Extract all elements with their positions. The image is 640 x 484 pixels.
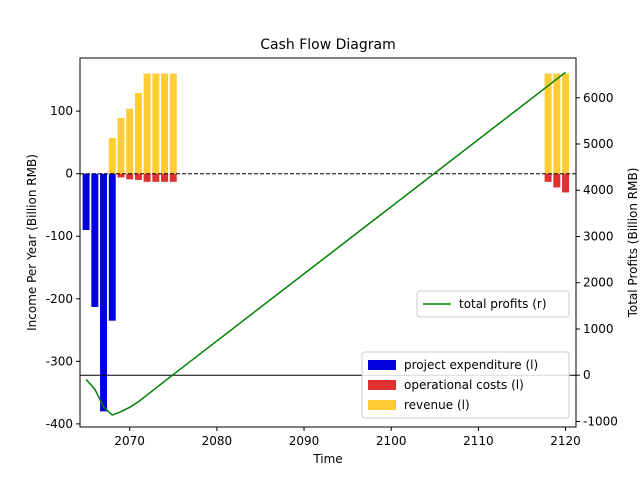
bar-2-5 [152,73,160,174]
x-tick-label-4: 2110 [463,434,494,448]
bar-1-0 [117,173,125,178]
legend-box-0 [416,290,570,318]
x-tick-label-0: 2070 [114,434,145,448]
legend-swatch-1-2 [368,400,396,410]
series-line-3 [85,71,566,416]
bar-2-3 [134,93,142,174]
y2-tick-label-0: -1000 [583,414,618,428]
bars-layer [82,73,570,412]
bar-0-3 [108,173,116,321]
y-tick-label-1: -300 [46,354,73,368]
bar-2-9 [553,73,561,174]
bar-1-1 [126,173,134,180]
y2-tick-label-5: 4000 [583,183,614,197]
y2-tick-label-7: 6000 [583,91,614,105]
x-tick-label-3: 2100 [376,434,407,448]
legend-entry-0-0: total profits (r) [459,297,547,311]
bar-2-7 [169,73,177,174]
bar-1-7 [544,173,552,182]
bar-2-1 [117,118,125,174]
axes-layer [79,57,577,428]
y-tick-label-4: 0 [65,167,73,181]
y2-tick-label-1: 0 [583,368,591,382]
y-tick-label-2: -200 [46,292,73,306]
x-tick-label-5: 2120 [550,434,581,448]
y-tick-label-3: -100 [46,229,73,243]
bar-1-4 [152,173,160,182]
y2-tick-label-3: 2000 [583,276,614,290]
bar-1-9 [562,173,570,193]
y-tick-label-0: -400 [46,417,73,431]
legend-entry-1-0: project expenditure (l) [404,358,538,372]
x-tick-label-2: 2090 [289,434,320,448]
ticks-layer: 2070 2080 2090 2100 2110 2120 -400 -300 -200 -100… [46,91,618,448]
bar-1-5 [161,173,169,182]
bar-2-8 [544,73,552,174]
bar-2-10 [562,73,570,174]
x-tick-label-1: 2080 [202,434,233,448]
bar-2-2 [126,108,134,174]
y-axis-label: Income Per Year (Billion RMB) [25,154,39,331]
bar-0-0 [82,173,90,230]
chart-title: Cash Flow Diagram [260,37,396,53]
bar-2-6 [161,73,169,174]
legend-box-1 [361,351,570,419]
bar-2-4 [143,73,151,174]
y2-tick-label-6: 5000 [583,137,614,151]
bar-1-2 [134,173,142,180]
y-tick-label-5: 100 [50,104,73,118]
x-axis-label: Time [312,452,342,466]
legend-swatch-1-1 [368,380,396,390]
legend-entry-1-2: revenue (l) [404,398,470,412]
legend-entry-1-1: operational costs (l) [404,378,524,392]
legends-layer: total profits (r) project expenditure (l)… [361,290,570,419]
y2-tick-label-2: 1000 [583,322,614,336]
plot-frame [79,57,577,428]
y2-axis-label: Total Profits (Billion RMB) [626,168,640,319]
bar-1-3 [143,173,151,182]
y2-tick-label-4: 3000 [583,229,614,243]
bar-0-1 [91,173,99,307]
legend-swatch-1-0 [368,360,396,370]
bar-1-8 [553,173,561,188]
bar-0-2 [100,173,108,412]
bar-2-0 [108,138,116,174]
bar-1-6 [169,173,177,182]
